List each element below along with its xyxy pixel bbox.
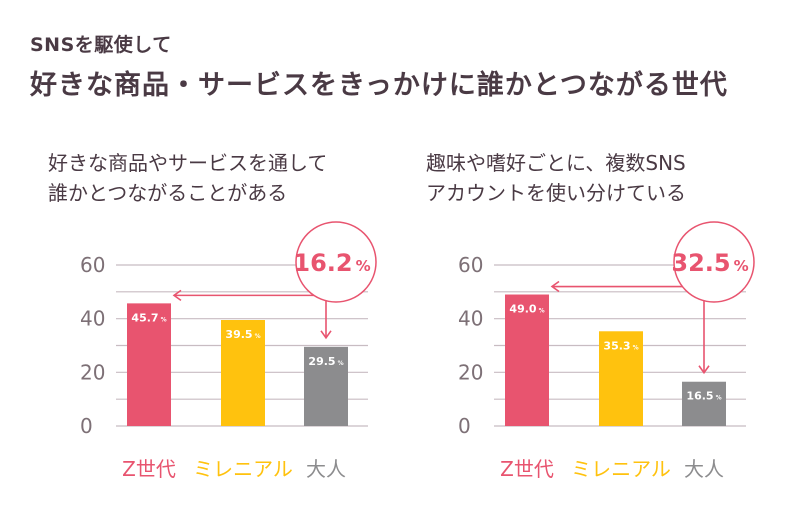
data-label-unit: % <box>633 344 639 351</box>
data-label-unit: % <box>716 395 722 402</box>
data-label: 16.5% <box>686 390 721 403</box>
data-label: 39.5% <box>225 328 260 341</box>
data-label-unit: % <box>539 308 545 315</box>
chart-panel-left: 好きな商品やサービスを通して 誰かとつながることがある 0 20 40 60 45.7%… <box>36 148 377 488</box>
page-subtitle: SNSを駆使して <box>30 34 172 56</box>
bar <box>221 320 265 426</box>
callout-circle <box>295 221 377 303</box>
y-tick-label: 40 <box>80 307 105 331</box>
header: SNSを駆使して 好きな商品・サービスをきっかけに誰かとつながる世代 <box>30 30 728 102</box>
page-title: 好きな商品・サービスをきっかけに誰かとつながる世代 <box>30 70 728 101</box>
chart-heading-line: 誰かとつながることがある <box>48 181 288 205</box>
chart-heading-line: 趣味や嗜好ごとに、複数SNS <box>426 151 686 175</box>
data-label-unit: % <box>255 333 261 340</box>
data-label: 45.7% <box>131 311 166 324</box>
arrow-head-down <box>320 330 332 340</box>
y-tick-label: 60 <box>458 253 483 277</box>
chart-heading-line: アカウントを使い分けている <box>426 181 686 205</box>
arrow-head-left <box>550 280 560 293</box>
bar <box>505 294 549 426</box>
callout-unit: % <box>734 257 749 275</box>
callout-unit: % <box>356 257 371 275</box>
chart-heading-line: 好きな商品やサービスを通して <box>48 151 328 175</box>
data-label: 35.3% <box>603 339 638 352</box>
bar <box>682 381 726 426</box>
data-label: 29.5% <box>308 355 343 368</box>
category-label: 大人 <box>306 457 346 481</box>
data-label-unit: % <box>338 360 344 367</box>
category-label: Z世代 <box>122 457 176 481</box>
callout-circle <box>673 221 755 303</box>
data-label-unit: % <box>161 316 167 323</box>
arrow-head-down <box>698 365 710 375</box>
arrow-head-left <box>172 289 182 302</box>
bar <box>127 303 171 426</box>
data-label: 49.0% <box>509 303 544 316</box>
y-tick-label: 40 <box>458 307 483 331</box>
category-label: Z世代 <box>500 457 554 481</box>
chart-panel-right: 趣味や嗜好ごとに、複数SNS アカウントを使い分けている 0 20 40 60 49.0… <box>414 148 755 488</box>
category-label: ミレニアル <box>571 457 671 481</box>
y-tick-label: 0 <box>80 414 93 438</box>
category-label: 大人 <box>684 457 724 481</box>
y-tick-label: 60 <box>80 253 105 277</box>
y-tick-label: 0 <box>458 414 471 438</box>
bar <box>304 346 348 426</box>
y-tick-label: 20 <box>80 360 105 384</box>
chart-heading-left: 好きな商品やサービスを通して 誰かとつながることがある <box>36 148 376 208</box>
chart-heading-right: 趣味や嗜好ごとに、複数SNS アカウントを使い分けている <box>414 148 754 208</box>
bar <box>599 331 643 426</box>
category-label: ミレニアル <box>193 457 293 481</box>
y-tick-label: 20 <box>458 360 483 384</box>
